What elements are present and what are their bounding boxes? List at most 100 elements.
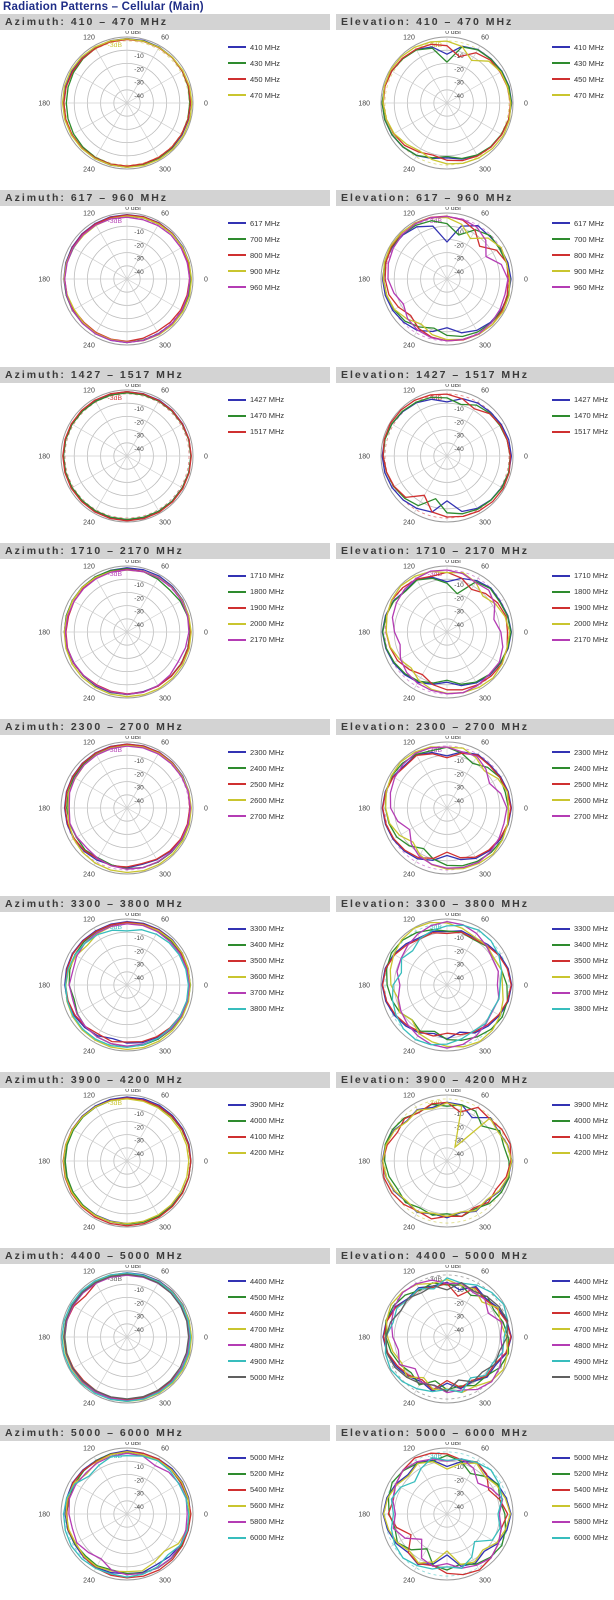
angle-tick-label: 60 xyxy=(481,916,489,923)
legend-swatch-450-mhz xyxy=(552,78,570,80)
angle-tick-label: 60 xyxy=(481,211,489,218)
radial-tick-label: -10 xyxy=(454,1287,464,1294)
angle-tick-label: 180 xyxy=(38,453,50,460)
radial-tick-label: -10 xyxy=(134,1287,144,1294)
legend-label: 2300 MHz xyxy=(574,747,609,757)
series-line-960-mhz xyxy=(64,216,191,344)
radial-tick-label: -20 xyxy=(454,1124,464,1131)
angle-tick-label: 300 xyxy=(159,1048,171,1055)
legend-item: 2300 MHz xyxy=(552,744,608,760)
section-header-title: Azimuth: 1427 – 1517 MHz xyxy=(5,368,184,381)
angle-tick-label: 60 xyxy=(161,1269,169,1276)
legend-label: 2700 MHz xyxy=(250,811,285,821)
radial-tick-label: -20 xyxy=(134,419,144,426)
legend-swatch-4100-mhz xyxy=(552,1135,570,1138)
legend-label: 5200 MHz xyxy=(250,1469,285,1479)
section-header-azimuth: Azimuth: 410 – 470 MHz xyxy=(0,14,330,30)
legend-swatch-2700-mhz xyxy=(552,815,570,818)
legend-swatch-800-mhz xyxy=(552,254,570,257)
legend-azimuth: 617 MHz 700 MHz 800 MHz 900 MHz 960 MHz xyxy=(228,215,280,295)
angle-tick-label: 0 xyxy=(204,277,208,284)
radial-tick-label-0dbi: 0 dBi xyxy=(445,384,461,389)
radial-tick-label: -30 xyxy=(134,256,144,263)
legend-item: 470 MHz xyxy=(552,87,604,103)
radial-tick-label: -10 xyxy=(454,1464,464,1471)
legend-swatch-5000-mhz xyxy=(228,1456,246,1459)
legend-swatch-2600-mhz xyxy=(228,799,246,802)
legend-label: 3500 MHz xyxy=(250,956,285,966)
legend-swatch-5800-mhz xyxy=(228,1520,246,1523)
legend-label: 4600 MHz xyxy=(574,1308,609,1318)
angle-tick-label: 180 xyxy=(358,101,370,108)
legend-swatch-4900-mhz xyxy=(552,1360,570,1363)
angle-tick-label: 300 xyxy=(159,166,171,173)
radial-tick-label-0dbi: 0 dBi xyxy=(445,560,461,565)
series-line-470-mhz xyxy=(382,40,512,165)
polar-chart-azimuth: 0 dBi -3dB -10 -20 -30 -40 0 60 120 180 240 300 xyxy=(38,1089,208,1231)
radial-tick-label-0dbi: 0 dBi xyxy=(445,1089,461,1094)
legend-label: 3700 MHz xyxy=(250,988,285,998)
section-header-elevation: Elevation: 5000 – 6000 MHz xyxy=(336,1424,614,1441)
legend-label: 800 MHz xyxy=(574,250,605,260)
legend-azimuth: 1710 MHz 1800 MHz 1900 MHz 2000 MHz 2170 MHz xyxy=(228,568,284,648)
legend-label: 4200 MHz xyxy=(250,1148,285,1158)
legend-label: 5200 MHz xyxy=(574,1469,609,1479)
polar-chart-elevation: 0 dBi -3dB -10 -20 -30 -40 0 60 120 180 240 300 xyxy=(358,913,528,1055)
angle-tick-label: 120 xyxy=(83,1093,95,1100)
ref-label-3db: -3dB xyxy=(428,42,443,49)
legend-elevation: 1710 MHz 1800 MHz 1900 MHz 2000 MHz 2170 MHz xyxy=(552,568,608,648)
legend-swatch-1900-mhz xyxy=(552,606,570,609)
angle-tick-label: 120 xyxy=(83,1445,95,1452)
legend-label: 1900 MHz xyxy=(250,603,285,613)
legend-item: 3700 MHz xyxy=(552,985,608,1001)
chart-cell-elevation: 0 dBi -3dB -10 -20 -30 -40 0 60 120 180 240 300 1427… xyxy=(307,384,614,543)
chart-cell-elevation: 0 dBi -3dB -10 -20 -30 -40 0 60 120 180 240 300 1710… xyxy=(307,560,614,719)
legend-item: 3800 MHz xyxy=(552,1001,608,1017)
radial-tick-label: -10 xyxy=(134,1111,144,1118)
angle-tick-label: 60 xyxy=(161,387,169,394)
legend-azimuth: 4400 MHz 4500 MHz 4600 MHz 4700 MHz 4800 MHz… xyxy=(228,1273,284,1385)
angle-tick-label: 120 xyxy=(403,387,415,394)
legend-label: 2600 MHz xyxy=(574,795,609,805)
angle-tick-label: 240 xyxy=(403,695,415,702)
angle-tick-label: 240 xyxy=(83,1048,95,1055)
radial-tick-label-0dbi: 0 dBi xyxy=(445,31,461,36)
radial-tick-label-0dbi: 0 dBi xyxy=(445,913,461,918)
legend-label: 3900 MHz xyxy=(250,1100,285,1110)
angle-tick-label: 120 xyxy=(403,1093,415,1100)
radial-tick-label: -20 xyxy=(454,243,464,250)
legend-azimuth: 5000 MHz 5200 MHz 5400 MHz 5600 MHz 5800 MHz… xyxy=(228,1450,284,1546)
legend-swatch-4900-mhz xyxy=(228,1360,246,1363)
angle-tick-label: 180 xyxy=(358,806,370,813)
radial-tick-label: -40 xyxy=(134,1503,144,1510)
legend-item: 450 MHz xyxy=(552,71,604,87)
polar-spoke xyxy=(69,1127,185,1195)
chart-cell-elevation: 0 dBi -3dB -10 -20 -30 -40 0 60 120 180 240 300 3900… xyxy=(307,1089,614,1248)
legend-item: 2600 MHz xyxy=(228,792,284,808)
legend-label: 3500 MHz xyxy=(574,956,609,966)
legend-label: 450 MHz xyxy=(250,74,281,84)
radial-tick-label: -10 xyxy=(134,582,144,589)
section-header-title: Elevation: 410 – 470 MHz xyxy=(341,16,514,28)
angle-tick-label: 180 xyxy=(38,982,50,989)
angle-tick-label: 240 xyxy=(403,1577,415,1584)
section-header-title: Elevation: 3300 – 3800 MHz xyxy=(341,897,529,910)
legend-label: 2000 MHz xyxy=(250,619,285,629)
legend-item: 960 MHz xyxy=(552,279,604,295)
legend-swatch-700-mhz xyxy=(552,238,570,241)
radial-tick-label-0dbi: 0 dBi xyxy=(125,1089,141,1094)
legend-label: 5600 MHz xyxy=(250,1501,285,1511)
legend-item: 4500 MHz xyxy=(228,1289,284,1305)
series-line-5000-mhz xyxy=(385,1282,509,1393)
section-header-elevation: Elevation: 3300 – 3800 MHz xyxy=(336,895,614,912)
polar-spoke xyxy=(69,422,185,489)
legend-swatch-5600-mhz xyxy=(228,1504,246,1507)
radial-tick-label: -10 xyxy=(454,582,464,589)
ref-circle-3db xyxy=(384,393,510,519)
series-line-430-mhz xyxy=(381,46,513,160)
radial-tick-label: -40 xyxy=(454,1503,464,1510)
legend-label: 470 MHz xyxy=(250,90,281,100)
ref-label-3db: -3dB xyxy=(428,395,443,402)
legend-item: 4400 MHz xyxy=(228,1273,284,1289)
legend-label: 2000 MHz xyxy=(574,619,609,629)
